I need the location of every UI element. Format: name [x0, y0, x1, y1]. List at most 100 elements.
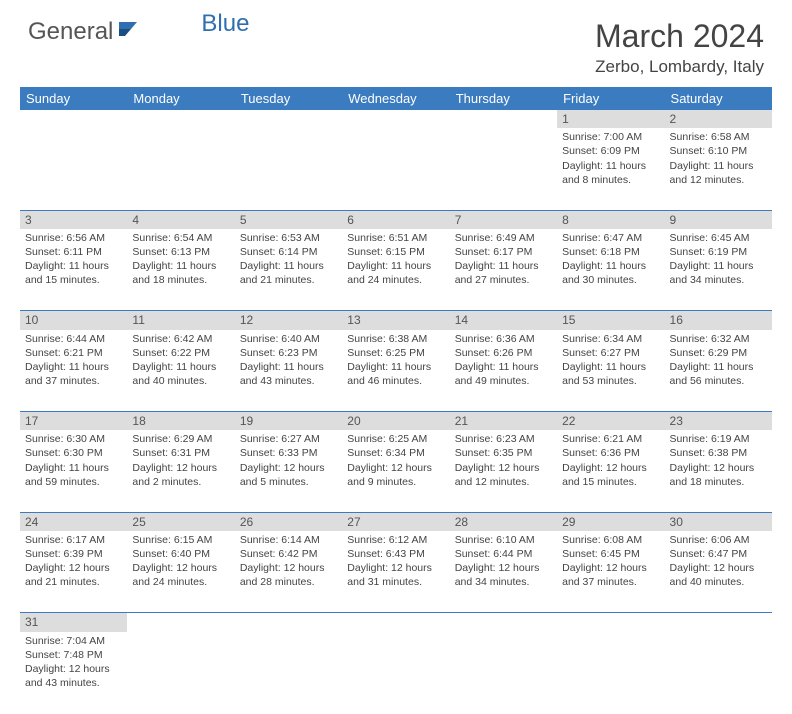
- day-cell: Sunrise: 6:49 AMSunset: 6:17 PMDaylight:…: [450, 229, 557, 311]
- day-number-cell: 3: [20, 210, 127, 229]
- day-cell: Sunrise: 6:29 AMSunset: 6:31 PMDaylight:…: [127, 430, 234, 512]
- day-cell: [20, 128, 127, 210]
- weekday-header: Saturday: [665, 87, 772, 110]
- day-cell: Sunrise: 6:17 AMSunset: 6:39 PMDaylight:…: [20, 531, 127, 613]
- day-number-cell: 30: [665, 512, 772, 531]
- day-content-row: Sunrise: 6:56 AMSunset: 6:11 PMDaylight:…: [20, 229, 772, 311]
- day-details: Sunrise: 6:21 AMSunset: 6:36 PMDaylight:…: [562, 432, 659, 489]
- day-number-cell: 4: [127, 210, 234, 229]
- day-number-cell: 11: [127, 311, 234, 330]
- day-cell: Sunrise: 6:08 AMSunset: 6:45 PMDaylight:…: [557, 531, 664, 613]
- day-number-cell: 26: [235, 512, 342, 531]
- day-cell: Sunrise: 6:56 AMSunset: 6:11 PMDaylight:…: [20, 229, 127, 311]
- location-subtitle: Zerbo, Lombardy, Italy: [595, 57, 764, 77]
- weekday-header: Thursday: [450, 87, 557, 110]
- day-number-row: 31: [20, 613, 772, 632]
- day-cell: Sunrise: 6:27 AMSunset: 6:33 PMDaylight:…: [235, 430, 342, 512]
- day-details: Sunrise: 6:58 AMSunset: 6:10 PMDaylight:…: [670, 130, 767, 187]
- day-number-cell: 9: [665, 210, 772, 229]
- brand-logo: General Blue: [28, 18, 249, 46]
- day-details: Sunrise: 6:44 AMSunset: 6:21 PMDaylight:…: [25, 332, 122, 389]
- flag-icon: [117, 18, 143, 46]
- day-number-row: 24252627282930: [20, 512, 772, 531]
- day-cell: Sunrise: 6:58 AMSunset: 6:10 PMDaylight:…: [665, 128, 772, 210]
- day-details: Sunrise: 7:04 AMSunset: 7:48 PMDaylight:…: [25, 634, 122, 691]
- day-number-cell: [342, 613, 449, 632]
- day-details: Sunrise: 7:00 AMSunset: 6:09 PMDaylight:…: [562, 130, 659, 187]
- day-details: Sunrise: 6:42 AMSunset: 6:22 PMDaylight:…: [132, 332, 229, 389]
- day-cell: Sunrise: 6:32 AMSunset: 6:29 PMDaylight:…: [665, 330, 772, 412]
- day-cell: Sunrise: 6:38 AMSunset: 6:25 PMDaylight:…: [342, 330, 449, 412]
- day-cell: Sunrise: 6:21 AMSunset: 6:36 PMDaylight:…: [557, 430, 664, 512]
- day-cell: [342, 632, 449, 714]
- day-details: Sunrise: 6:29 AMSunset: 6:31 PMDaylight:…: [132, 432, 229, 489]
- calendar-table: SundayMondayTuesdayWednesdayThursdayFrid…: [20, 87, 772, 714]
- day-details: Sunrise: 6:27 AMSunset: 6:33 PMDaylight:…: [240, 432, 337, 489]
- day-details: Sunrise: 6:45 AMSunset: 6:19 PMDaylight:…: [670, 231, 767, 288]
- day-cell: Sunrise: 6:54 AMSunset: 6:13 PMDaylight:…: [127, 229, 234, 311]
- day-content-row: Sunrise: 6:30 AMSunset: 6:30 PMDaylight:…: [20, 430, 772, 512]
- weekday-header: Monday: [127, 87, 234, 110]
- calendar-body: 12 Sunrise: 7:00 AMSunset: 6:09 PMDayligh…: [20, 110, 772, 714]
- day-cell: [127, 632, 234, 714]
- day-details: Sunrise: 6:30 AMSunset: 6:30 PMDaylight:…: [25, 432, 122, 489]
- day-number-cell: [127, 613, 234, 632]
- day-cell: Sunrise: 6:42 AMSunset: 6:22 PMDaylight:…: [127, 330, 234, 412]
- day-number-cell: 12: [235, 311, 342, 330]
- day-number-row: 12: [20, 110, 772, 128]
- day-number-cell: 2: [665, 110, 772, 128]
- brand-name-1: General: [28, 18, 113, 46]
- day-details: Sunrise: 6:32 AMSunset: 6:29 PMDaylight:…: [670, 332, 767, 389]
- day-details: Sunrise: 6:49 AMSunset: 6:17 PMDaylight:…: [455, 231, 552, 288]
- day-details: Sunrise: 6:38 AMSunset: 6:25 PMDaylight:…: [347, 332, 444, 389]
- day-number-cell: 16: [665, 311, 772, 330]
- day-cell: Sunrise: 6:25 AMSunset: 6:34 PMDaylight:…: [342, 430, 449, 512]
- day-number-cell: 21: [450, 412, 557, 431]
- day-details: Sunrise: 6:15 AMSunset: 6:40 PMDaylight:…: [132, 533, 229, 590]
- day-number-cell: 18: [127, 412, 234, 431]
- day-cell: Sunrise: 6:12 AMSunset: 6:43 PMDaylight:…: [342, 531, 449, 613]
- day-number-cell: 8: [557, 210, 664, 229]
- day-number-cell: 19: [235, 412, 342, 431]
- weekday-header: Sunday: [20, 87, 127, 110]
- day-number-row: 10111213141516: [20, 311, 772, 330]
- day-details: Sunrise: 6:36 AMSunset: 6:26 PMDaylight:…: [455, 332, 552, 389]
- day-number-cell: [127, 110, 234, 128]
- day-cell: Sunrise: 7:00 AMSunset: 6:09 PMDaylight:…: [557, 128, 664, 210]
- day-details: Sunrise: 6:25 AMSunset: 6:34 PMDaylight:…: [347, 432, 444, 489]
- day-details: Sunrise: 6:51 AMSunset: 6:15 PMDaylight:…: [347, 231, 444, 288]
- weekday-header: Friday: [557, 87, 664, 110]
- day-number-cell: 17: [20, 412, 127, 431]
- day-number-cell: 22: [557, 412, 664, 431]
- day-number-cell: 20: [342, 412, 449, 431]
- day-number-row: 17181920212223: [20, 412, 772, 431]
- day-cell: Sunrise: 6:06 AMSunset: 6:47 PMDaylight:…: [665, 531, 772, 613]
- day-number-cell: [665, 613, 772, 632]
- day-cell: [665, 632, 772, 714]
- day-content-row: Sunrise: 7:00 AMSunset: 6:09 PMDaylight:…: [20, 128, 772, 210]
- day-content-row: Sunrise: 7:04 AMSunset: 7:48 PMDaylight:…: [20, 632, 772, 714]
- day-cell: Sunrise: 6:34 AMSunset: 6:27 PMDaylight:…: [557, 330, 664, 412]
- day-cell: Sunrise: 6:44 AMSunset: 6:21 PMDaylight:…: [20, 330, 127, 412]
- day-number-cell: [235, 110, 342, 128]
- day-content-row: Sunrise: 6:17 AMSunset: 6:39 PMDaylight:…: [20, 531, 772, 613]
- day-number-row: 3456789: [20, 210, 772, 229]
- day-number-cell: 27: [342, 512, 449, 531]
- day-cell: Sunrise: 6:10 AMSunset: 6:44 PMDaylight:…: [450, 531, 557, 613]
- day-cell: Sunrise: 6:30 AMSunset: 6:30 PMDaylight:…: [20, 430, 127, 512]
- day-cell: Sunrise: 6:45 AMSunset: 6:19 PMDaylight:…: [665, 229, 772, 311]
- day-cell: Sunrise: 6:14 AMSunset: 6:42 PMDaylight:…: [235, 531, 342, 613]
- day-details: Sunrise: 6:54 AMSunset: 6:13 PMDaylight:…: [132, 231, 229, 288]
- day-number-cell: 13: [342, 311, 449, 330]
- title-block: March 2024 Zerbo, Lombardy, Italy: [595, 18, 764, 77]
- day-number-cell: [342, 110, 449, 128]
- month-title: March 2024: [595, 18, 764, 55]
- day-cell: [557, 632, 664, 714]
- day-number-cell: 14: [450, 311, 557, 330]
- day-number-cell: [235, 613, 342, 632]
- page-header: General Blue March 2024 Zerbo, Lombardy,…: [0, 0, 792, 83]
- day-cell: Sunrise: 6:47 AMSunset: 6:18 PMDaylight:…: [557, 229, 664, 311]
- day-number-cell: 6: [342, 210, 449, 229]
- day-details: Sunrise: 6:47 AMSunset: 6:18 PMDaylight:…: [562, 231, 659, 288]
- day-details: Sunrise: 6:53 AMSunset: 6:14 PMDaylight:…: [240, 231, 337, 288]
